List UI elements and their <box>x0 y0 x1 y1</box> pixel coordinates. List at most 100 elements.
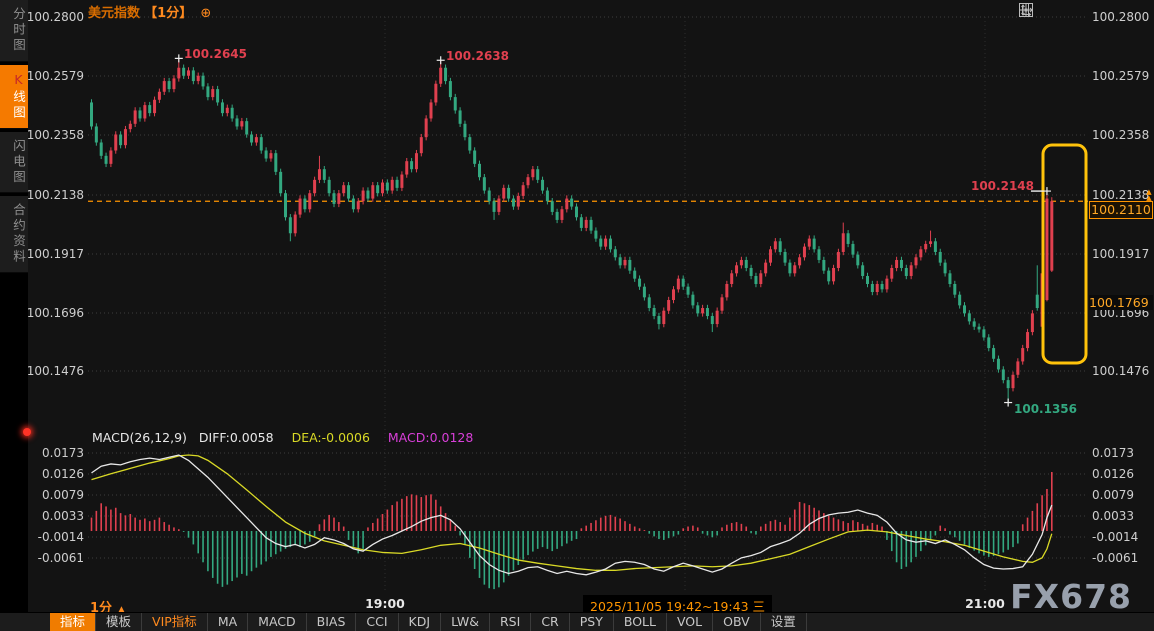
candle-body <box>444 67 448 82</box>
sidebar-tab-time-chart[interactable]: 分时图 <box>0 0 28 62</box>
candle-body <box>1050 201 1054 271</box>
timeframe-dropdown-arrow-icon: ▲ <box>118 605 125 615</box>
sidebar-tab-kline-chart[interactable]: K线图 <box>0 64 28 129</box>
candle-body <box>691 294 695 306</box>
menu-item-ma[interactable]: MA <box>208 613 249 631</box>
price-axis-label: 100.2358 <box>1092 128 1150 142</box>
price-axis-label: 100.2358 <box>26 128 84 142</box>
low-annotation: 100.1356 <box>1014 402 1078 416</box>
sidebar-tab-flash-chart[interactable]: 闪电图 <box>0 131 28 193</box>
candle-body <box>633 270 637 279</box>
candle-body <box>317 169 321 180</box>
candle-body <box>652 308 656 317</box>
candle-body <box>463 123 467 138</box>
candle-body <box>128 123 132 130</box>
menu-item-vol[interactable]: VOL <box>667 613 714 631</box>
candle-body <box>827 270 831 282</box>
candle-body <box>99 142 103 156</box>
candle-body <box>832 267 836 282</box>
sidebar: 分时图 K线图 闪电图合约资料 <box>0 0 31 631</box>
scroll-to-latest-icon[interactable]: ▲▲ <box>1146 188 1152 202</box>
candle-body <box>705 308 709 317</box>
menu-item-bias[interactable]: BIAS <box>307 613 357 631</box>
macd-axis-label: -0.0061 <box>1092 551 1139 565</box>
sidebar-tab-contract-info[interactable]: 合约资料 <box>0 196 28 273</box>
candle-body <box>1021 348 1025 362</box>
menu-item-boll[interactable]: BOLL <box>614 613 667 631</box>
menu-item-lw[interactable]: LW& <box>441 613 490 631</box>
menu-item-psy[interactable]: PSY <box>570 613 614 631</box>
candle-body <box>836 251 840 268</box>
macd-axis-label: -0.0061 <box>37 551 84 565</box>
price-axis-label: 100.2579 <box>26 69 84 83</box>
macd-params-label: MACD(26,12,9) <box>92 430 187 445</box>
candle-body <box>216 89 220 103</box>
candle-body <box>400 174 404 188</box>
candle-body <box>541 179 545 191</box>
tab-label-accent: K <box>11 71 26 90</box>
candle-body <box>618 257 622 266</box>
candle-body <box>153 99 157 114</box>
menu-item-rsi[interactable]: RSI <box>490 613 532 631</box>
interval-tag: 【1分】 <box>144 6 193 21</box>
macd-axis-label: 0.0033 <box>42 509 84 523</box>
candle-body <box>502 187 506 199</box>
candle-body <box>899 259 903 268</box>
candle-body <box>647 297 651 309</box>
price-axis-label: 100.2138 <box>26 188 84 202</box>
menu-item-cci[interactable]: CCI <box>356 613 399 631</box>
candle-body <box>972 321 976 327</box>
candle-body <box>933 241 937 252</box>
menu-item-templates[interactable]: 模板 <box>96 613 143 631</box>
menu-item-kdj[interactable]: KDJ <box>399 613 442 631</box>
candle-body <box>822 259 826 271</box>
candle-body <box>977 326 981 330</box>
candle-time-range-badge: 2025/11/05 19:42~19:43 三 <box>583 595 773 616</box>
candle-body <box>487 190 491 202</box>
candle-body <box>841 233 845 252</box>
candle-body <box>613 249 617 258</box>
candle-body <box>783 251 787 263</box>
candle-body <box>298 198 302 215</box>
menu-item-vip-indicators[interactable]: VIP指标 <box>142 613 208 631</box>
expand-icon[interactable]: ⊕ <box>200 6 212 21</box>
macd-axis-label: 0.0079 <box>1092 488 1134 502</box>
menu-item-settings[interactable]: 设置 <box>761 613 807 631</box>
candle-body <box>478 163 481 178</box>
candle-body <box>191 70 195 82</box>
price-axis-label: 100.1476 <box>26 364 84 378</box>
price-axis-label: 100.2800 <box>26 10 84 24</box>
candle-body <box>594 230 598 239</box>
menu-item-cr[interactable]: CR <box>531 613 570 631</box>
candle-body <box>1001 369 1005 381</box>
candle-body <box>90 102 93 127</box>
menu-item-obv[interactable]: OBV <box>713 613 761 631</box>
candle-body <box>279 171 283 194</box>
candle-body <box>807 238 811 247</box>
candle-body <box>754 275 758 284</box>
candle-body <box>545 190 549 202</box>
macd-axis-label: 0.0126 <box>1092 467 1134 481</box>
reset-view-icon[interactable] <box>1019 3 1033 17</box>
candle-body <box>967 313 971 322</box>
candle-body <box>773 241 777 250</box>
candle-body <box>1030 313 1034 333</box>
candle-body <box>468 137 472 151</box>
candle-body <box>895 259 899 268</box>
candle-body <box>565 198 569 210</box>
candle-body <box>914 257 918 266</box>
candle-body <box>749 267 753 276</box>
candle-body <box>434 83 438 103</box>
candle-body <box>996 358 1000 370</box>
candle-body <box>453 97 457 111</box>
menu-item-indicators[interactable]: 指标 <box>50 613 97 631</box>
time-axis-label: 21:00 <box>965 596 1005 611</box>
menu-item-macd[interactable]: MACD <box>248 613 307 631</box>
candle-body <box>672 289 675 301</box>
candle-body <box>511 198 515 207</box>
candle-body <box>347 185 351 199</box>
candle-body <box>715 310 719 325</box>
candle-body <box>584 219 588 228</box>
macd-value-label: MACD:0.0128 <box>387 430 474 445</box>
